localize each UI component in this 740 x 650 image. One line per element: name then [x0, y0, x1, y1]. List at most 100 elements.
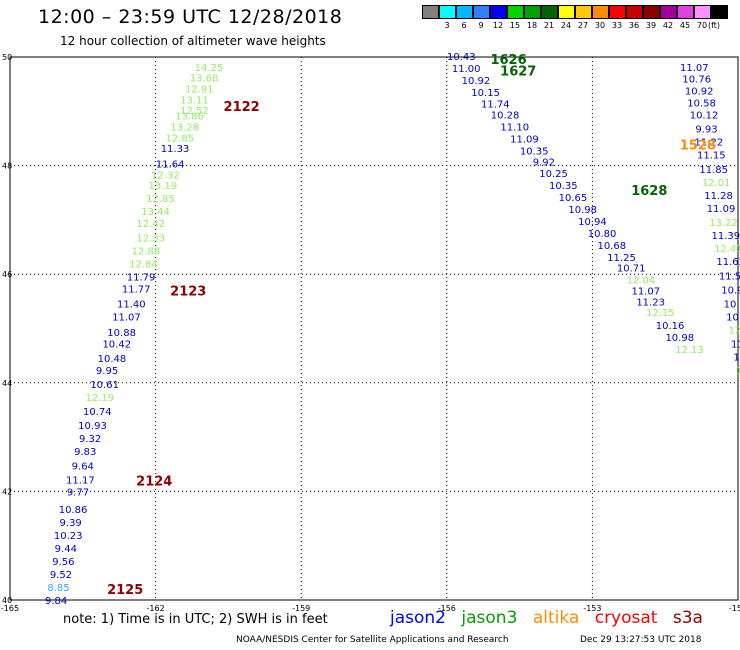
wave-height-value: 11.90	[731, 340, 740, 351]
wave-height-value: 10.58	[687, 99, 716, 110]
wave-height-value: 12.42	[136, 219, 165, 230]
wave-height-value: 10.23	[54, 531, 83, 542]
wave-height-value: 12.52	[180, 106, 209, 117]
wave-height-value: 12.58	[729, 326, 740, 337]
wave-height-value: 10.12	[690, 111, 719, 122]
legend-swatch	[524, 5, 541, 19]
pass-time-label: 2123	[170, 284, 206, 299]
wave-height-value: 12.32	[151, 170, 180, 181]
wave-height-value: 10.88	[107, 328, 136, 339]
wave-height-value: 12.85	[166, 133, 195, 144]
altimeter-map-plot: -165 -162 -159 -156 -153 -150 40 42 44 46 48 50 14.2…	[1, 52, 740, 612]
legend-tick-label: 45	[679, 21, 691, 30]
wave-height-value: 12.86	[738, 379, 740, 390]
x-tick-label: -150	[729, 604, 740, 612]
wave-height-value: 10.94	[578, 217, 607, 228]
generation-timestamp: Dec 29 13:27:53 UTC 2018	[580, 635, 702, 645]
satellite-legend: jason2 jason3 altika cryosat s3a	[390, 608, 713, 628]
wave-height-value: 11.40	[117, 300, 146, 311]
legend-swatch	[456, 5, 473, 19]
wave-height-value: 13.28	[170, 123, 199, 134]
wave-height-value: 10.48	[98, 354, 127, 365]
wave-height-value: 9.52	[50, 570, 72, 581]
wave-height-value: 10.15	[471, 88, 500, 99]
wave-height-value: 9.93	[695, 125, 717, 136]
chart-title: 12:00 – 23:59 UTC 12/28/2018	[38, 6, 343, 28]
wave-height-value: 11.25	[607, 253, 636, 264]
wave-height-value: 10.74	[83, 407, 112, 418]
wave-height-value: 9.56	[52, 557, 74, 568]
wave-height-value: 11.09	[707, 204, 736, 215]
legend-tick-label: 6	[461, 21, 467, 30]
chart-subtitle: 12 hour collection of altimeter wave hei…	[60, 34, 326, 48]
wave-height-value: 13.19	[149, 181, 178, 192]
pass-time-label: 1626	[490, 53, 526, 68]
wave-height-value: 12.88	[132, 246, 161, 257]
wave-height-value: 11.23	[636, 297, 665, 308]
legend-swatch	[592, 5, 609, 19]
pass-time-label: 1628	[631, 184, 667, 199]
wave-height-value: 9.95	[96, 366, 118, 377]
pass-time-label: 1528	[680, 138, 716, 153]
wave-height-value: 9.84	[45, 596, 67, 607]
legend-tick-label: 12	[492, 21, 504, 30]
wave-height-value: 13.11	[180, 95, 209, 106]
legend-tick-label: 39	[645, 21, 657, 30]
wave-height-value: 11.07	[112, 313, 141, 324]
legend-unit: (ft)	[708, 21, 721, 30]
legend-tick-label: 3	[444, 21, 450, 30]
wave-height-value: 10.35	[549, 181, 578, 192]
wave-height-value: 9.83	[74, 447, 96, 458]
wave-height-value: 10.35	[520, 146, 549, 157]
wave-height-value: 11.62	[716, 257, 740, 268]
legend-swatch	[694, 5, 711, 19]
wave-height-value: 11.33	[161, 144, 190, 155]
wave-height-value: 10.93	[78, 421, 107, 432]
legend-tick-label: 36	[628, 21, 640, 30]
wave-height-value: 11.10	[500, 123, 529, 134]
wave-height-value: 11.74	[481, 100, 510, 111]
y-tick-label: 42	[2, 487, 12, 496]
wave-height-value: 11.28	[704, 191, 733, 202]
wave-height-value: 12.13	[675, 345, 704, 356]
legend-tick-label: 70	[696, 21, 708, 30]
wave-height-value: 10.92	[462, 76, 491, 87]
wave-height-value: 13.44	[141, 207, 170, 218]
x-tick-label: -156	[438, 604, 456, 612]
wave-height-value: 12.01	[702, 178, 731, 189]
wave-height-value: 10.61	[90, 380, 119, 391]
wave-height-value: 11.85	[699, 165, 728, 176]
wave-height-value: 11.17	[66, 475, 95, 486]
legend-swatch	[660, 5, 677, 19]
wave-height-value: 11.64	[156, 159, 185, 170]
wave-height-value: 9.44	[55, 544, 77, 555]
legend-tick-label: 30	[594, 21, 606, 30]
credit-line: NOAA/NESDIS Center for Satellite Applica…	[236, 635, 509, 645]
wave-height-value: 12.47	[736, 366, 740, 377]
legend-swatch	[473, 5, 490, 19]
wave-height-value: 10.80	[588, 229, 617, 240]
legend-swatch	[575, 5, 592, 19]
legend-tick-label: 21	[543, 21, 555, 30]
wave-height-value: 10.76	[682, 75, 711, 86]
wave-height-value: 12.41	[714, 244, 740, 255]
wave-height-value: 12.91	[185, 84, 214, 95]
legend-swatch	[490, 5, 507, 19]
wave-height-value: 10.98	[721, 285, 740, 296]
wave-height-value: 11.00	[452, 64, 481, 75]
wave-height-value: 11.77	[122, 284, 151, 295]
wave-height-value: 14.25	[195, 63, 224, 74]
pass-time-label: 2122	[224, 100, 260, 115]
wave-height-value: 10.42	[102, 340, 131, 351]
wave-height-value: 9.92	[533, 157, 555, 168]
wave-height-value: 11.50	[719, 271, 740, 282]
wave-height-value: 12.85	[146, 194, 175, 205]
legend-swatch	[643, 5, 660, 19]
satellite-jason2: jason2	[390, 608, 446, 628]
wave-height-value: 11.07	[680, 63, 709, 74]
satellite-jason3: jason3	[461, 608, 518, 628]
wave-height-value: 11.07	[631, 286, 660, 297]
wave-height-value: 11.78	[733, 353, 740, 364]
pass-time-label: 2125	[107, 583, 143, 598]
y-tick-label: 44	[2, 379, 12, 388]
